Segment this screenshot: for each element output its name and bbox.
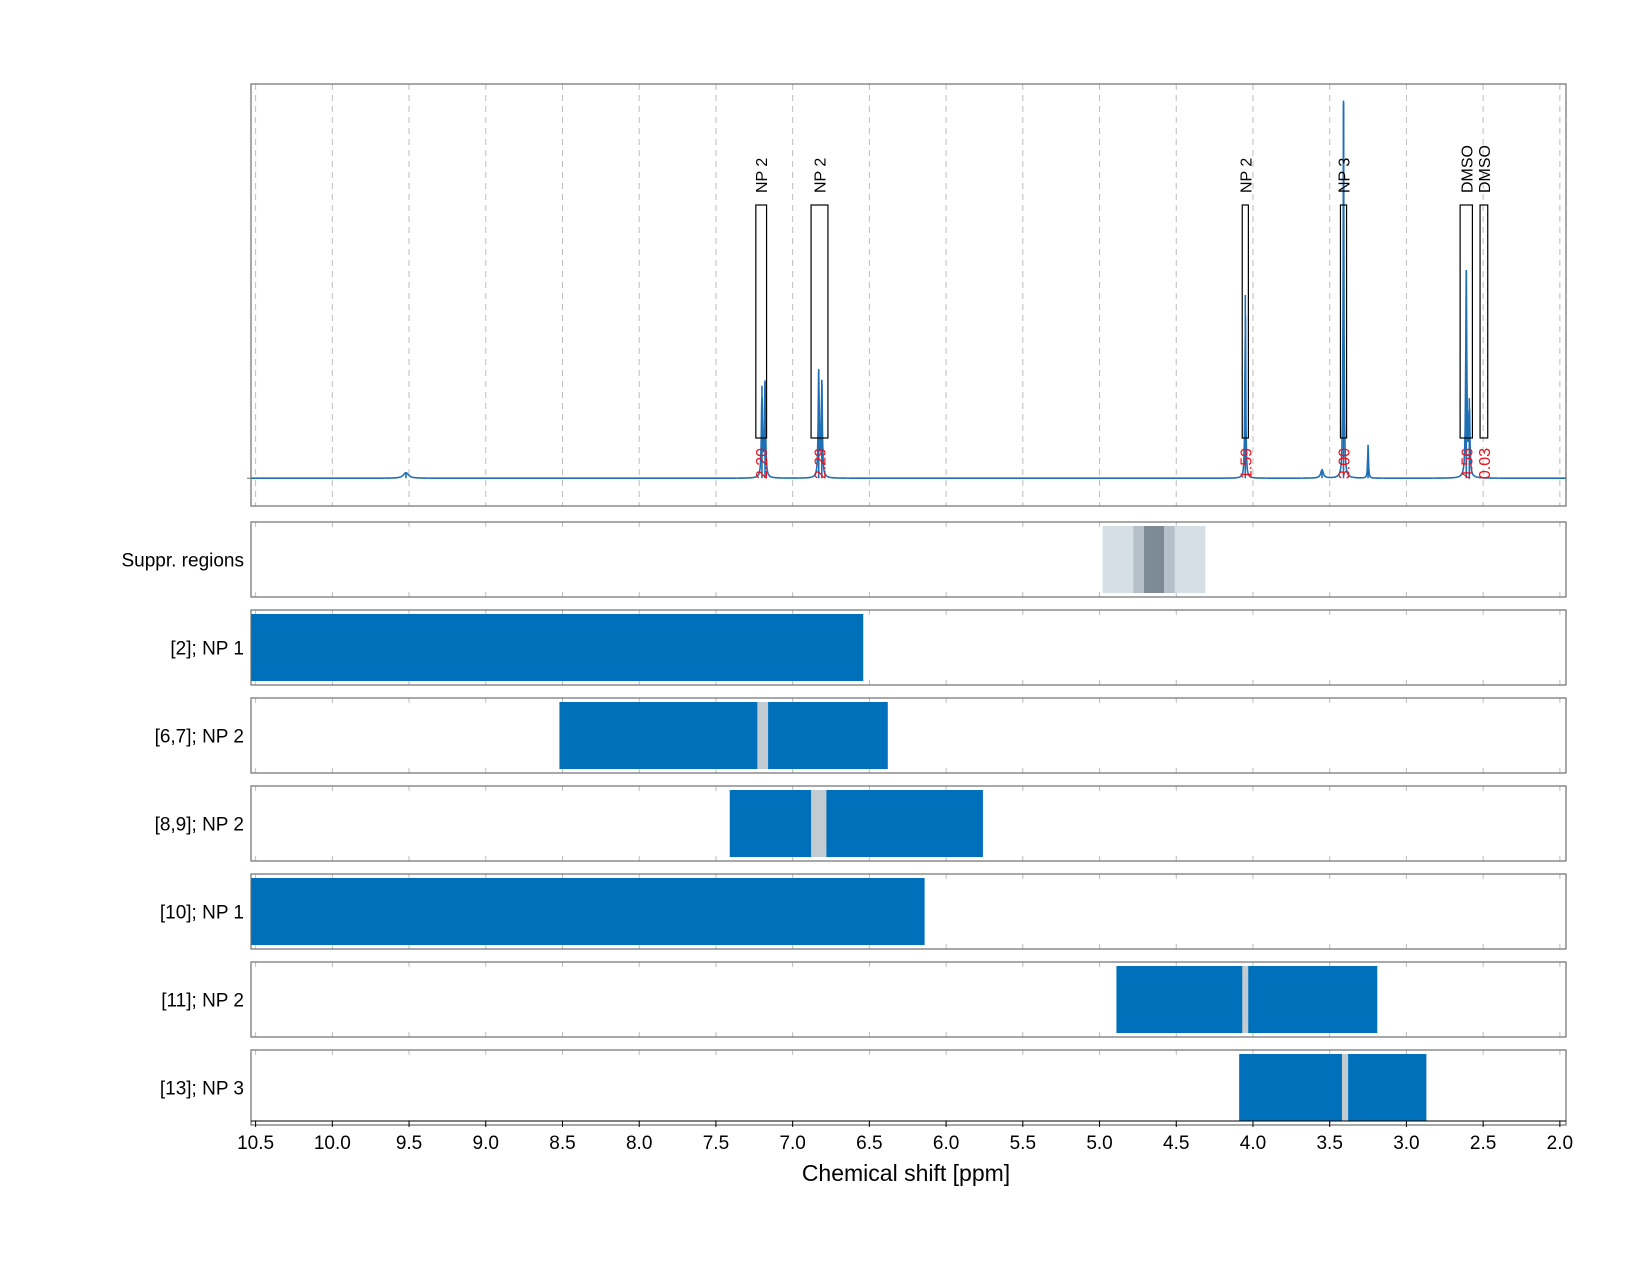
x-tick-label: 3.5 xyxy=(1316,1133,1342,1154)
region-row: [11]; NP 2 xyxy=(161,961,1567,1038)
spectrum-trace xyxy=(251,103,1566,480)
x-tick-label: 5.5 xyxy=(1010,1133,1036,1154)
row-label: [11]; NP 2 xyxy=(161,991,244,1012)
annotation-box xyxy=(1479,204,1489,439)
annotation-value: 2.29 xyxy=(813,448,830,479)
x-tick-label: 3.0 xyxy=(1393,1133,1419,1154)
x-tick-label: 4.5 xyxy=(1163,1133,1189,1154)
x-tick-label: 8.0 xyxy=(626,1133,652,1154)
annotation-box xyxy=(1241,204,1249,439)
row-label: [2]; NP 1 xyxy=(170,639,244,660)
row-label: [6,7]; NP 2 xyxy=(155,727,244,748)
annotation-value: 1.59 xyxy=(1238,448,1255,479)
x-tick-label: 7.5 xyxy=(703,1133,729,1154)
annotation-box xyxy=(755,204,768,439)
x-tick-label: 10.5 xyxy=(237,1133,274,1154)
x-tick-label: 6.5 xyxy=(856,1133,882,1154)
region-gap xyxy=(1242,966,1249,1033)
region-row: [2]; NP 1 xyxy=(170,609,1567,686)
row-label: Suppr. regions xyxy=(121,551,244,572)
x-tick-label: 4.0 xyxy=(1240,1133,1266,1154)
annotation-value: 0.03 xyxy=(1477,448,1494,479)
row-label: [10]; NP 1 xyxy=(160,903,244,924)
annotation-value: 2.20 xyxy=(754,448,771,479)
region-bar xyxy=(251,614,864,681)
row-frame xyxy=(250,521,1567,598)
spectrum-frame xyxy=(250,83,1567,507)
region-gap xyxy=(1341,1054,1349,1121)
row-frame xyxy=(250,1049,1567,1126)
row-background xyxy=(251,522,1566,597)
region-bar xyxy=(729,790,983,857)
x-tick-label: 7.0 xyxy=(779,1133,805,1154)
row-background xyxy=(251,698,1566,773)
row-frame xyxy=(250,873,1567,950)
x-tick-label: 2.5 xyxy=(1470,1133,1496,1154)
region-rows: Suppr. regions [2]; NP 1 [6,7]; NP 2 [8,9];… xyxy=(121,521,1567,1126)
x-tick-label: 5.0 xyxy=(1086,1133,1112,1154)
x-tick-label: 9.5 xyxy=(396,1133,422,1154)
row-frame xyxy=(250,785,1567,862)
region-row: [13]; NP 3 xyxy=(160,1049,1567,1126)
spectrum-background xyxy=(251,84,1566,506)
annotation-label: NP 2 xyxy=(754,158,771,193)
row-frame xyxy=(250,609,1567,686)
x-tick-label: 9.0 xyxy=(473,1133,499,1154)
region-row: [10]; NP 1 xyxy=(160,873,1567,950)
annotation-label: DMSO xyxy=(1459,145,1476,193)
region-gap xyxy=(757,702,769,769)
region-bar xyxy=(1239,1054,1427,1121)
region-gap xyxy=(811,790,827,857)
annotation-label: NP 2 xyxy=(1238,158,1255,193)
x-tick-label: 2.0 xyxy=(1547,1133,1573,1154)
region-row: Suppr. regions xyxy=(121,521,1567,598)
row-label: [8,9]; NP 2 xyxy=(155,815,244,836)
annotation-value: 3.00 xyxy=(1337,448,1354,479)
annotation-value: 4.56 xyxy=(1459,448,1476,479)
x-tick-label: 6.0 xyxy=(933,1133,959,1154)
annotation-box xyxy=(810,204,829,439)
annotation-label: NP 2 xyxy=(813,158,830,193)
row-frame xyxy=(250,961,1567,1038)
x-tick-label: 8.5 xyxy=(549,1133,575,1154)
region-bar xyxy=(251,878,925,945)
annotation-box xyxy=(1339,204,1348,439)
x-tick-label: 10.0 xyxy=(314,1133,351,1154)
spectrum-panel: NP 2 2.20 NP 2 2.29 NP 2 1.59 NP 3 3.00 DMSO 4.56… xyxy=(247,83,1567,507)
annotation-box xyxy=(1459,204,1474,439)
x-axis-label: Chemical shift [ppm] xyxy=(802,1160,1010,1186)
annotation-label: NP 3 xyxy=(1337,158,1354,193)
suppression-band xyxy=(1144,526,1164,593)
region-bar xyxy=(559,702,888,769)
annotation-label: DMSO xyxy=(1477,145,1494,193)
row-frame xyxy=(250,697,1567,774)
row-label: [13]; NP 3 xyxy=(160,1079,244,1100)
x-axis: 10.5 10.0 9.5 9.0 8.5 8.0 7.5 7.0 6.5 6.0 5.5 5.0 4.… xyxy=(237,1120,1573,1154)
region-row: [6,7]; NP 2 xyxy=(155,697,1567,774)
region-row: [8,9]; NP 2 xyxy=(155,785,1567,862)
